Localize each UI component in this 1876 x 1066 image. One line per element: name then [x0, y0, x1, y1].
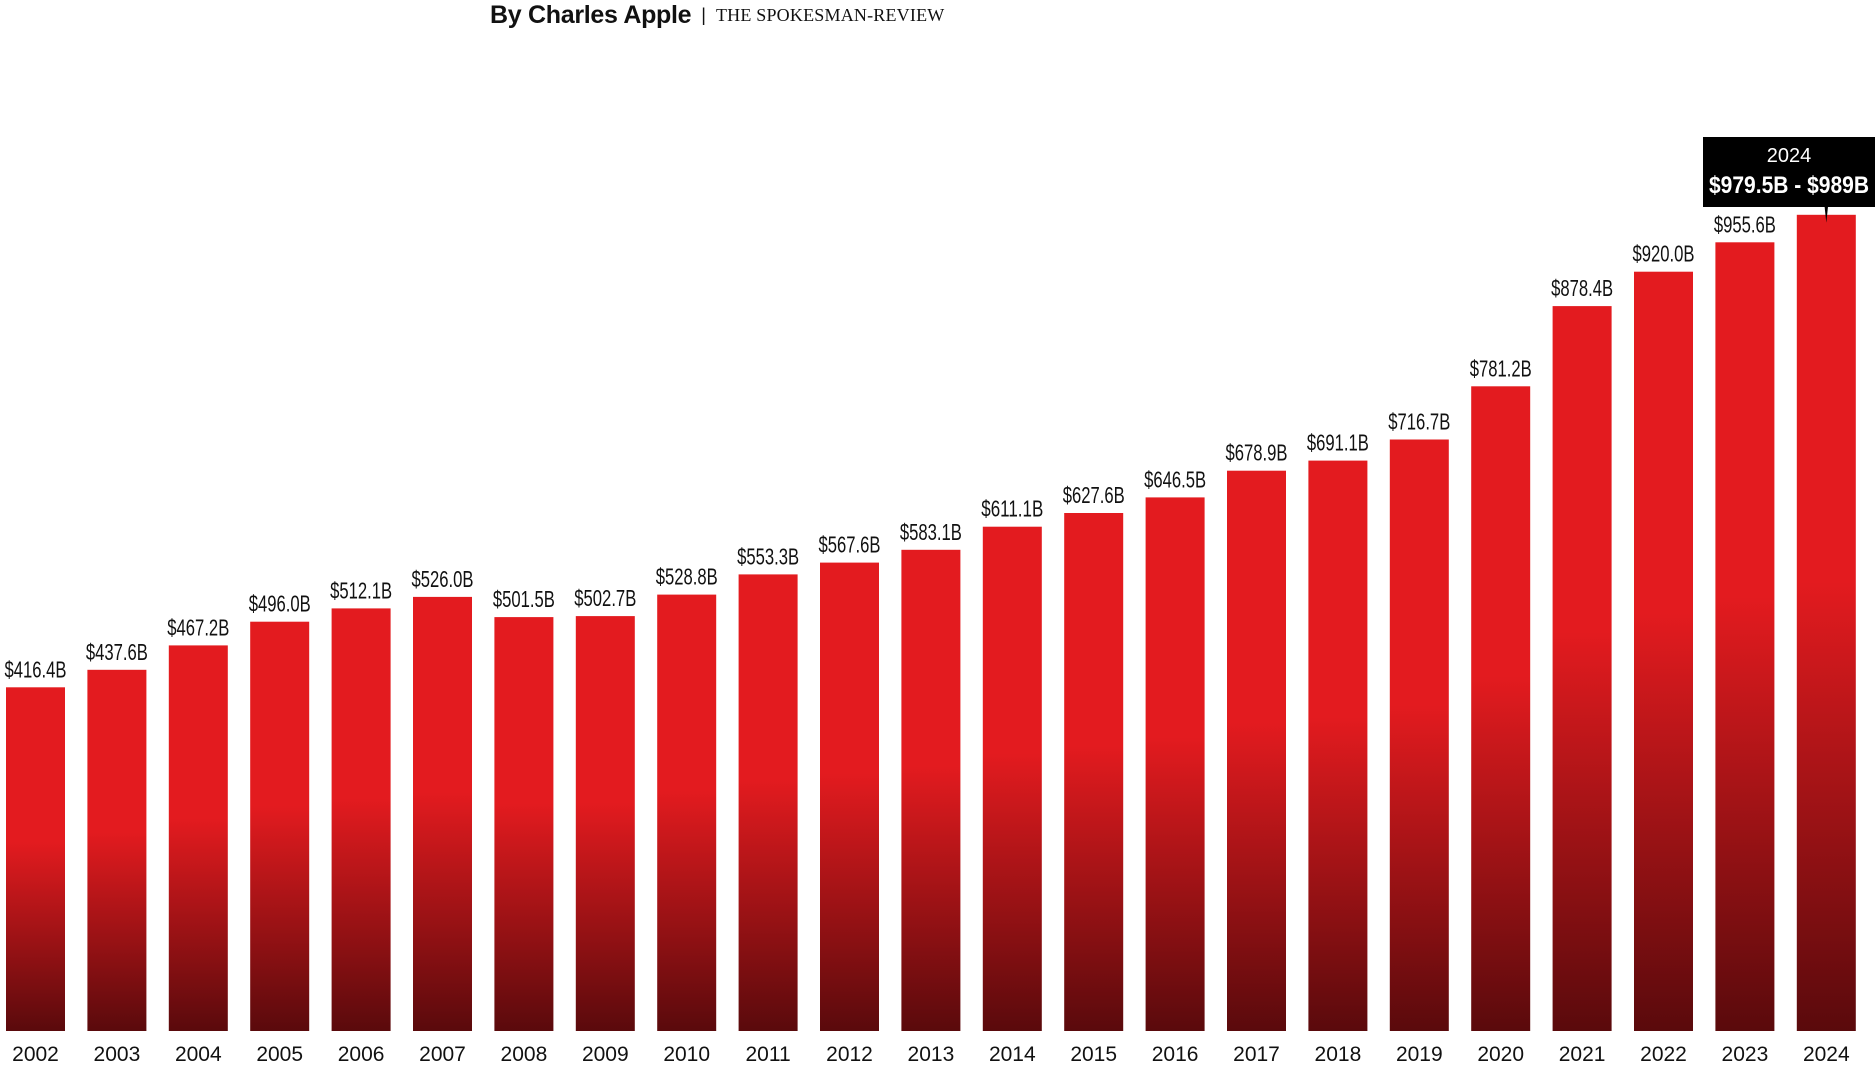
bar-2017	[1227, 470, 1286, 1031]
year-label-2023: 2023	[1722, 1043, 1769, 1066]
bar-2024	[1796, 214, 1856, 1032]
bar-2008	[494, 617, 554, 1031]
year-label-2017: 2017	[1233, 1043, 1280, 1066]
callout-year: 2024	[1767, 145, 1812, 167]
callout-box	[1703, 137, 1875, 207]
year-label-2022: 2022	[1640, 1043, 1687, 1066]
value-label-2003: $437.6B	[86, 639, 148, 665]
bar-2003	[87, 669, 147, 1031]
year-label-2018: 2018	[1315, 1043, 1362, 1066]
year-label-2003: 2003	[94, 1043, 141, 1066]
value-label-2008: $501.5B	[493, 586, 555, 612]
bar-2005	[250, 621, 310, 1031]
year-label-2006: 2006	[338, 1043, 385, 1066]
callout-range: $979.5B - $989B	[1709, 172, 1869, 199]
value-label-2010: $528.8B	[656, 564, 718, 590]
year-label-2020: 2020	[1477, 1043, 1524, 1066]
bar-2020	[1471, 386, 1531, 1031]
value-label-2009: $502.7B	[574, 585, 636, 611]
bar-2011	[738, 574, 798, 1031]
bar-2004	[168, 645, 228, 1031]
year-label-2011: 2011	[746, 1043, 791, 1066]
year-label-2010: 2010	[663, 1043, 710, 1066]
value-labels-layer: $416.4B $437.6B $467.2B $496.0B $512.1B $526.…	[5, 211, 1776, 682]
byline: By Charles Apple | THE SPOKESMAN-REVIEW	[490, 0, 944, 30]
bar-2019	[1389, 439, 1449, 1031]
value-label-2012: $567.6B	[819, 532, 881, 558]
bar-2015	[1064, 513, 1124, 1031]
bar-2012	[820, 562, 879, 1031]
value-label-2020: $781.2B	[1470, 355, 1532, 381]
bar-2007	[413, 596, 472, 1031]
bar-2010	[657, 594, 717, 1031]
bar-2018	[1308, 460, 1368, 1032]
byline-publication: THE SPOKESMAN-REVIEW	[715, 4, 945, 25]
year-label-2024: 2024	[1803, 1043, 1850, 1066]
value-label-2006: $512.1B	[330, 577, 392, 603]
value-label-2007: $526.0B	[412, 566, 474, 592]
value-label-2011: $553.3B	[737, 543, 799, 569]
value-label-2023: $955.6B	[1714, 211, 1776, 237]
value-label-2004: $467.2B	[167, 614, 229, 640]
year-label-2002: 2002	[12, 1043, 59, 1066]
callout-2024: 2024 $979.5B - $989B	[1703, 137, 1875, 223]
year-label-2008: 2008	[501, 1043, 548, 1066]
bars-layer	[6, 214, 1856, 1032]
year-label-2009: 2009	[582, 1043, 629, 1066]
byline-separator: |	[701, 4, 706, 25]
value-label-2018: $691.1B	[1307, 430, 1369, 456]
value-label-2016: $646.5B	[1144, 466, 1206, 492]
year-labels-layer: 2002 2003 2004 2005 2006 2007 2008 2009 2010 2011…	[12, 1043, 1850, 1066]
value-label-2021: $878.4B	[1551, 275, 1613, 301]
bar-2013	[901, 549, 961, 1031]
value-label-2014: $611.1B	[981, 496, 1043, 522]
year-label-2012: 2012	[826, 1043, 873, 1066]
year-label-2021: 2021	[1559, 1043, 1606, 1066]
year-label-2005: 2005	[256, 1043, 303, 1066]
value-label-2013: $583.1B	[900, 519, 962, 545]
value-label-2019: $716.7B	[1388, 409, 1450, 435]
value-label-2015: $627.6B	[1063, 482, 1125, 508]
year-label-2015: 2015	[1070, 1043, 1117, 1066]
year-label-2004: 2004	[175, 1043, 222, 1066]
bar-2009	[575, 616, 635, 1031]
bar-2023	[1715, 242, 1775, 1032]
year-label-2016: 2016	[1152, 1043, 1199, 1066]
bar-2022	[1634, 271, 1693, 1031]
year-label-2019: 2019	[1396, 1043, 1443, 1066]
value-label-2022: $920.0B	[1633, 241, 1695, 267]
year-label-2014: 2014	[989, 1043, 1036, 1066]
value-label-2017: $678.9B	[1226, 440, 1288, 466]
bar-2006	[331, 608, 391, 1031]
bar-2021	[1552, 306, 1612, 1032]
year-label-2013: 2013	[908, 1043, 955, 1066]
value-label-2005: $496.0B	[249, 591, 311, 617]
bar-2002	[6, 687, 65, 1031]
value-label-2002: $416.4B	[5, 656, 67, 682]
year-label-2007: 2007	[419, 1043, 466, 1066]
byline-author: By Charles Apple	[490, 0, 692, 29]
bar-2016	[1145, 497, 1205, 1031]
bar-2014	[982, 526, 1042, 1031]
